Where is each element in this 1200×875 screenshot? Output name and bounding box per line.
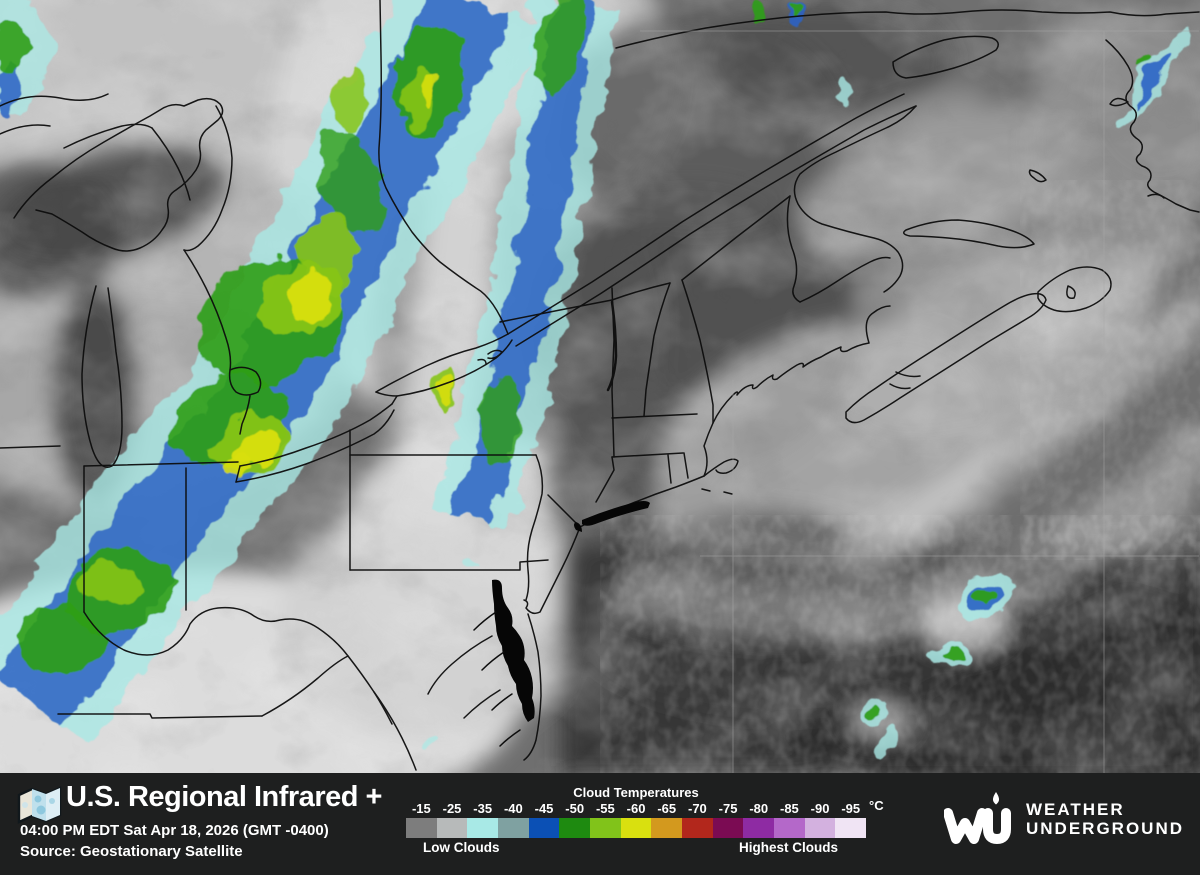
legend-title: Cloud Temperatures [573, 785, 699, 800]
legend-tick-label: -35 [473, 801, 493, 816]
legend-color-cell [620, 818, 652, 838]
legend-tick-label: -75 [718, 801, 738, 816]
wu-droplet-mark [944, 792, 1011, 844]
legend-tick-label: -70 [687, 801, 707, 816]
legend-tick-label: -15 [411, 801, 431, 816]
legend-tick-label: -95 [841, 801, 861, 816]
legend-color-cell [774, 818, 805, 838]
cloud-temperature-legend: Cloud Temperatures -15 -25 -35 -40 -45 -50 -55… [0, 773, 1200, 875]
legend-tick-label: -50 [565, 801, 585, 816]
legend-tick-label: -85 [780, 801, 799, 816]
legend-tick-label: -25 [442, 801, 462, 816]
logo-text: WEATHER UNDERGROUND [1026, 800, 1184, 838]
legend-color-cell [804, 818, 836, 838]
legend-color-cell [651, 818, 683, 838]
map-timestamp: 04:00 PM EDT Sat Apr 18, 2026 (GMT -0400… [20, 822, 329, 839]
legend-color-cell [467, 818, 499, 838]
legend-color-cell [498, 818, 529, 838]
legend-color-cell [743, 818, 775, 838]
logo-line1: WEATHER [1026, 800, 1125, 819]
legend-tick-label: -80 [749, 801, 769, 816]
legend-tick-label: -45 [534, 801, 554, 816]
legend-tick-label: -60 [626, 801, 646, 816]
legend-ticks: -15 -25 -35 -40 -45 -50 -55 -60 -65 -70 -75 -80 -85-… [406, 801, 866, 816]
legend-tick-label: -40 [503, 801, 523, 816]
legend-color-cell [436, 818, 468, 838]
legend-low-clouds-label: Low Clouds [423, 840, 500, 855]
legend-color-cell [406, 818, 437, 838]
footer-bar: U.S. Regional Infrared + 04:00 PM EDT Sa… [0, 773, 1200, 875]
legend-color-cell [835, 818, 867, 838]
coastal-water-ink [492, 501, 650, 722]
cold-cloud-top-color-layer [0, 0, 1185, 752]
legend-unit: °C [869, 798, 884, 813]
logo-line2: UNDERGROUND [1026, 819, 1184, 838]
chesapeake-tributaries [473, 611, 521, 747]
gulf-cumulus-texture [1020, 180, 1200, 560]
state-and-coast-borders [0, 0, 1200, 771]
map-title: U.S. Regional Infrared + [66, 781, 382, 813]
legend-color-cell [682, 818, 713, 838]
legend-tick-label: -55 [595, 801, 615, 816]
legend-tick-label: -90 [810, 801, 830, 816]
graticule-lines [640, 30, 1199, 773]
legend-color-cell [712, 818, 744, 838]
legend-end-labels: Low Clouds Highest Clouds [406, 840, 866, 855]
map-source: Source: Geostationary Satellite [20, 843, 243, 860]
infrared-satellite-rendering [0, 0, 1200, 773]
legend-color-cell [528, 818, 560, 838]
legend-color-cell [559, 818, 591, 838]
weather-underground-logo: WEATHER UNDERGROUND [944, 791, 1184, 847]
folded-map-icon [17, 786, 62, 824]
legend-color-cell [590, 818, 621, 838]
legend-tick-label: -65 [657, 801, 677, 816]
legend-highest-clouds-label: Highest Clouds [738, 840, 838, 855]
legend-bar [406, 818, 867, 838]
satellite-map-image [0, 0, 1200, 773]
